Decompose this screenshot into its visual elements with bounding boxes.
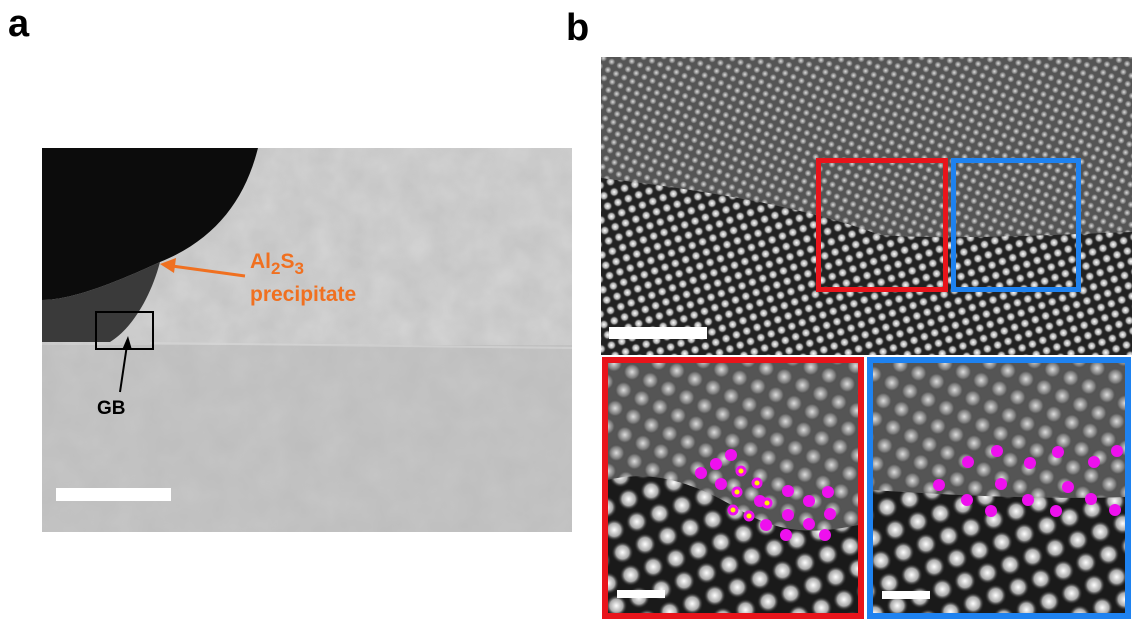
inset-red <box>607 362 859 614</box>
micrograph-a <box>42 148 572 532</box>
micrograph-b <box>601 57 1132 355</box>
precipitate-label: precipitate <box>250 283 356 306</box>
figure: a b Al2S3 precipitate GB <box>0 0 1132 621</box>
scale-bar <box>882 591 930 599</box>
scale-bar <box>56 488 171 501</box>
scale-bar <box>617 590 665 598</box>
scale-bar <box>609 327 707 339</box>
panel-label: a <box>8 3 30 45</box>
panel-label: b <box>566 7 589 49</box>
gb-label: GB <box>97 398 126 419</box>
